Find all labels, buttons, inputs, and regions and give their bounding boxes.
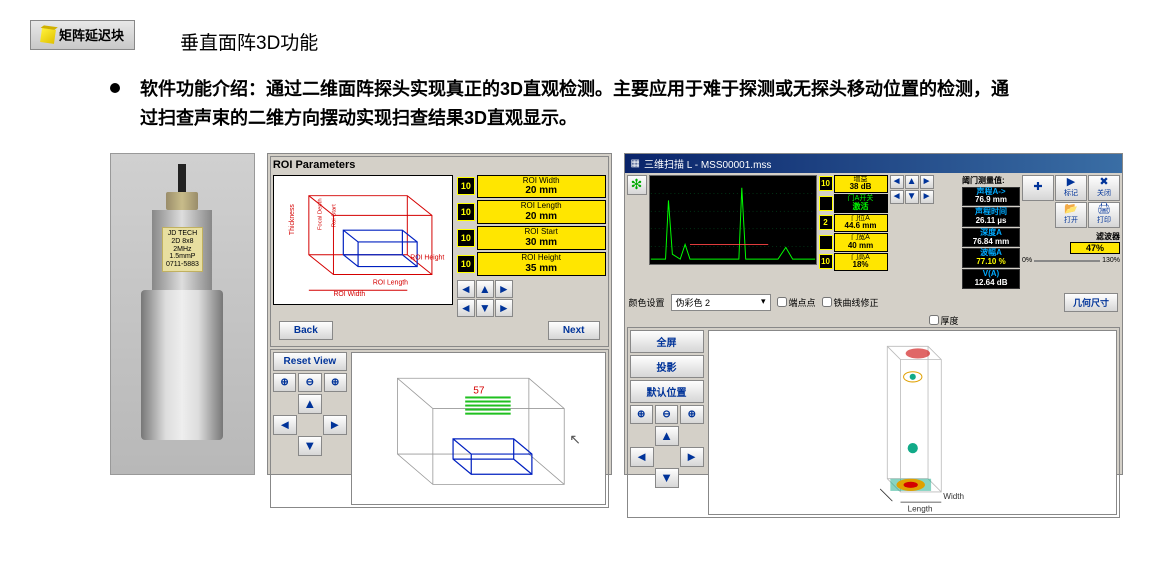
nav-left-button[interactable]: ◄ <box>273 415 297 435</box>
zoom-out-button[interactable]: ⊖ <box>655 405 678 424</box>
transducer-photo: JD TECH 2D 8x8 2MHz 1.5mmP 0711-5883 <box>110 153 255 475</box>
tag-label: 矩阵延迟块 <box>59 28 124 43</box>
reset-view-button[interactable]: Reset View <box>273 352 347 371</box>
param-roi-width: 10ROI Width20 mm <box>457 175 606 199</box>
3d-scan-window: ▦ 三维扫描 L - MSS00001.mss ✻ <box>624 153 1124 475</box>
filter-slider[interactable]: 0%130% <box>1022 254 1120 268</box>
nav-left-button[interactable]: ◄ <box>630 447 654 467</box>
nav-down-button[interactable]: ▼ <box>298 436 322 456</box>
color-label: 颜色设置 <box>629 296 665 309</box>
default-pos-button[interactable]: 默认位置 <box>630 380 704 403</box>
cube-icon <box>40 28 56 44</box>
gate-fields: 10增益38 dB 门A开关激活 2门位A44.6 mm 门宽A40 mm 10… <box>819 175 888 289</box>
refresh-button[interactable]: ✻ <box>627 175 647 195</box>
mini-left2-button[interactable]: ◄ <box>890 190 904 204</box>
arrow-up-button[interactable]: ▲ <box>476 280 494 298</box>
probe-label: JD TECH 2D 8x8 2MHz 1.5mmP 0711-5883 <box>162 227 203 271</box>
roi-diagram: Thickness Focal Depth Roi Start ROI Heig… <box>273 175 453 305</box>
svg-text:↖: ↖ <box>569 431 581 447</box>
svg-text:Roi Start: Roi Start <box>331 204 337 227</box>
arrow-left2-button[interactable]: ◄ <box>457 299 475 317</box>
svg-text:ROI Height: ROI Height <box>410 254 444 261</box>
svg-text:Thickness: Thickness <box>289 203 296 235</box>
zoom-fit-button[interactable]: ⊕ <box>324 373 347 392</box>
readout-depth: 深度A76.84 mm <box>962 228 1020 248</box>
readout-time: 声程时间26.11 µs <box>962 207 1020 227</box>
mini-right2-button[interactable]: ► <box>920 190 934 204</box>
nav-right-button[interactable]: ► <box>680 447 704 467</box>
readout-sound-path: 声程A->76.9 mm <box>962 187 1020 207</box>
roi-parameters-window: ROI Parameters Thickness <box>267 153 612 475</box>
view-arrowpad: ▲ ◄ ► ▼ <box>630 426 704 488</box>
svg-text:ROI Width: ROI Width <box>333 291 365 298</box>
roi-3d-view[interactable]: 57 ↖ <box>351 352 606 506</box>
arrow-down-button[interactable]: ▼ <box>476 299 494 317</box>
action-buttons: ✚ ▶标记 ✖关闭 📂打开 🖨打印 滤波器 47% 0%130% <box>1022 175 1120 289</box>
bullet-icon <box>110 83 120 93</box>
nav-right-button[interactable]: ► <box>323 415 347 435</box>
nav-down-button[interactable]: ▼ <box>655 468 679 488</box>
roi-title: ROI Parameters <box>273 159 606 171</box>
mini-left-button[interactable]: ◄ <box>890 175 904 189</box>
svg-text:Width: Width <box>943 492 964 501</box>
endpoint-check[interactable]: 端点点 <box>777 296 816 309</box>
mini-down-button[interactable]: ▼ <box>905 190 919 204</box>
open-button[interactable]: 📂打开 <box>1055 202 1087 228</box>
svg-text:ROI Length: ROI Length <box>373 279 408 286</box>
matrix-delay-block-tag: 矩阵延迟块 <box>30 20 135 50</box>
param-roi-length: 10ROI Length20 mm <box>457 200 606 224</box>
view-arrowpad: ▲ ◄ ► ▼ <box>273 394 347 456</box>
zoom-fit-button[interactable]: ⊕ <box>680 405 703 424</box>
body-text: 软件功能介绍：通过二维面阵探头实现真正的3D直观检测。主要应用于难于探测或无探头… <box>140 75 1020 133</box>
readout-title: 阈门测量值: <box>962 175 1020 186</box>
filter-value[interactable]: 47% <box>1070 242 1120 254</box>
zoom-out-button[interactable]: ⊖ <box>298 373 321 392</box>
scan-3d-view[interactable]: Length Width <box>708 330 1118 515</box>
thickness-check[interactable]: 厚度 <box>929 314 1119 327</box>
projection-button[interactable]: 投影 <box>630 355 704 378</box>
arrow-right2-button[interactable]: ► <box>495 299 513 317</box>
mini-right-button[interactable]: ► <box>920 175 934 189</box>
svg-text:Length: Length <box>907 504 932 513</box>
arrow-left-button[interactable]: ◄ <box>457 280 475 298</box>
param-roi-height: 10ROI Height35 mm <box>457 252 606 276</box>
ascan-display <box>649 175 817 265</box>
arrow-right-button[interactable]: ► <box>495 280 513 298</box>
window-titlebar: ▦ 三维扫描 L - MSS00001.mss <box>625 154 1123 173</box>
section-title: 垂直面阵3D功能 <box>180 28 1123 55</box>
zoom-in-button[interactable]: ⊕ <box>273 373 296 392</box>
param-arrowpad: ◄ ▲ ► ◄ ▼ ► <box>457 280 606 317</box>
window-icon: ▦ <box>631 158 640 169</box>
filter-label: 滤波器 <box>1022 231 1120 242</box>
nav-up-button[interactable]: ▲ <box>298 394 322 414</box>
geo-button[interactable]: 几何尺寸 <box>1064 293 1118 312</box>
field-arrowpad: ◄▲► ◄▼► <box>890 175 934 289</box>
curve-check[interactable]: 铁曲线修正 <box>822 296 879 309</box>
fullscreen-button[interactable]: 全屏 <box>630 330 704 353</box>
close-button[interactable]: ✖关闭 <box>1088 175 1120 201</box>
mark-button[interactable]: ▶标记 <box>1055 175 1087 201</box>
readout-amp: 波幅A77.10 % <box>962 248 1020 268</box>
back-button[interactable]: Back <box>279 321 333 340</box>
readout-va: V(A)12.64 dB <box>962 269 1020 289</box>
svg-text:57: 57 <box>473 385 485 396</box>
zoom-in-button[interactable]: ⊕ <box>630 405 653 424</box>
next-button[interactable]: Next <box>548 321 600 340</box>
color-combo[interactable]: 伪彩色 2▾ <box>671 294 771 311</box>
print-button[interactable]: 🖨打印 <box>1088 202 1120 228</box>
nav-up-button[interactable]: ▲ <box>655 426 679 446</box>
svg-text:Focal Depth: Focal Depth <box>318 198 324 230</box>
mini-up-button[interactable]: ▲ <box>905 175 919 189</box>
window-title: 三维扫描 L - MSS00001.mss <box>644 156 771 171</box>
param-roi-start: 10ROI Start30 mm <box>457 226 606 250</box>
add-button[interactable]: ✚ <box>1022 175 1054 201</box>
